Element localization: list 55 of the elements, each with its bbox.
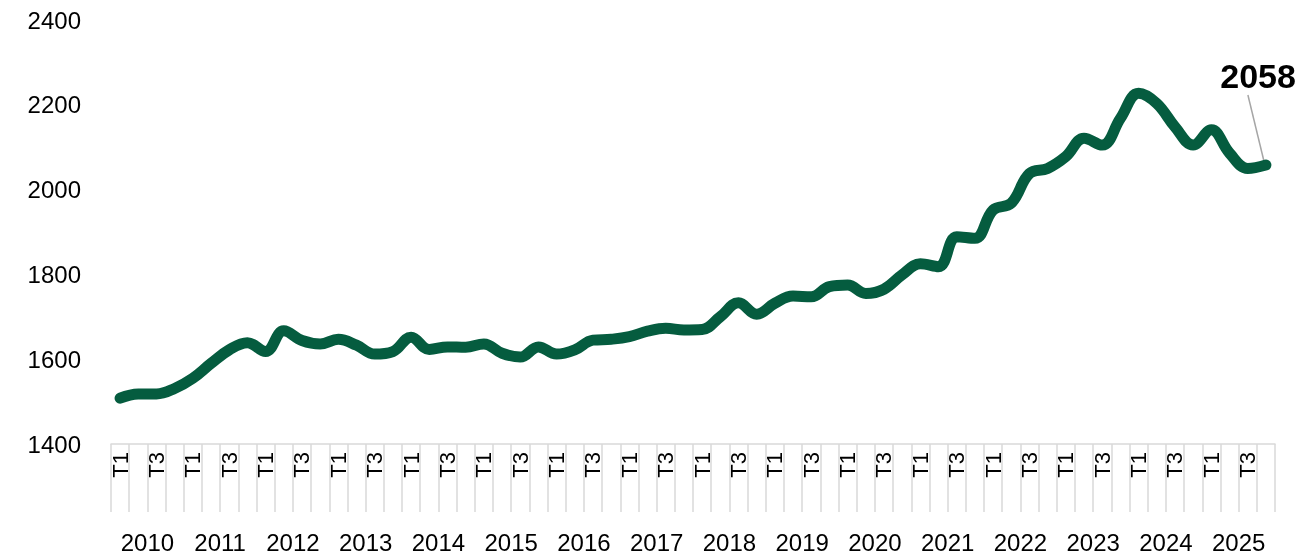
text: 2011 (194, 528, 246, 556)
x-tick-label: T1 (398, 452, 424, 478)
x-tick-label: T3 (362, 452, 388, 478)
text: 2021 (920, 528, 975, 556)
text: 2017 (629, 528, 684, 556)
x-tick-label: T3 (653, 452, 679, 478)
annotation: 2058 (1220, 57, 1296, 96)
text: 2015 (484, 528, 538, 556)
text: 2016 (557, 528, 611, 556)
x-tick-label: T3 (580, 452, 606, 478)
y-tick-label: 2200 (27, 91, 81, 119)
x-tick-label: T1 (616, 452, 642, 478)
text: 2023 (1066, 528, 1120, 556)
x-tick-label: T1 (544, 452, 570, 478)
x-tick-label: T1 (325, 452, 351, 478)
x-tick-label: T3 (1016, 452, 1042, 478)
x-tick-label: T1 (1053, 452, 1079, 478)
text: 2018 (702, 528, 757, 556)
text: 2025 (1211, 528, 1266, 556)
x-tick-label: T3 (289, 452, 315, 478)
x-tick-label: T3 (1235, 452, 1261, 478)
text: 2014 (411, 528, 466, 556)
x-tick-label: T3 (871, 452, 897, 478)
text: 2019 (775, 528, 829, 556)
x-tick-label: T1 (835, 452, 861, 478)
x-tick-label: T1 (1126, 452, 1152, 478)
text: 2010 (120, 528, 175, 556)
x-tick-label: T3 (434, 452, 460, 478)
x-tick-label: T1 (471, 452, 497, 478)
x-tick-label: T1 (107, 452, 133, 478)
x-tick-label: T1 (253, 452, 279, 478)
y-tick-label: 2000 (27, 176, 81, 204)
x-tick-label: T3 (798, 452, 824, 478)
x-tick-label: T1 (689, 452, 715, 478)
x-tick-label: T3 (143, 452, 169, 478)
text: 2024 (1139, 528, 1193, 556)
x-tick-label: T1 (180, 452, 206, 478)
text: 2013 (338, 528, 393, 556)
y-tick-label: 1400 (27, 430, 81, 458)
x-tick-label: T3 (725, 452, 751, 478)
y-tick-label: 1600 (27, 345, 81, 373)
x-tick-label: T3 (1162, 452, 1188, 478)
y-tick-label: 1800 (27, 260, 81, 288)
x-tick-label: T3 (1089, 452, 1115, 478)
x-tick-label: T1 (1198, 452, 1224, 478)
x-tick-label: T1 (907, 452, 933, 478)
text: 2022 (993, 528, 1048, 556)
x-tick-label: T3 (944, 452, 970, 478)
text: 2012 (266, 528, 320, 556)
text: 2020 (848, 528, 902, 556)
y-tick-label: 2400 (27, 6, 81, 34)
x-tick-label: T1 (762, 452, 788, 478)
x-tick-label: T3 (507, 452, 533, 478)
x-tick-label: T3 (216, 452, 242, 478)
x-tick-label: T1 (980, 452, 1006, 478)
